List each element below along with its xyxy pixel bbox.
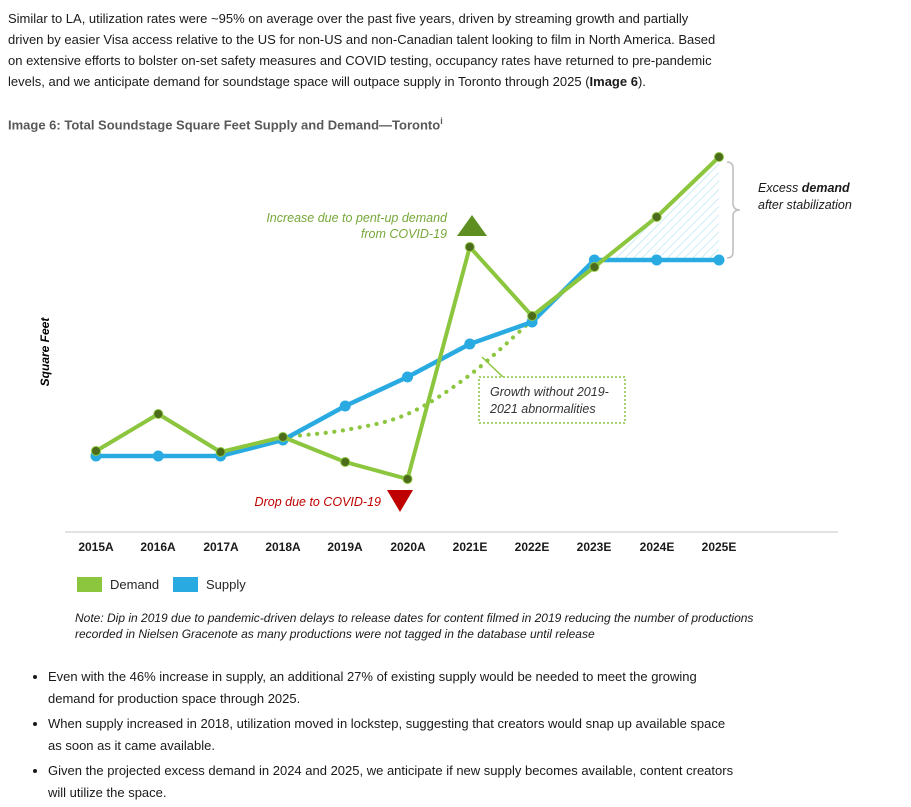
x-tick-2022E: 2022E (515, 540, 550, 554)
growth-callout-line2: 2021 abnormalities (489, 402, 596, 416)
growth-callout-box (478, 376, 626, 424)
x-tick-2025E: 2025E (702, 540, 737, 554)
excess-bracket (726, 161, 741, 259)
excess-demand-hatched-area (603, 157, 719, 260)
pent-up-annotation-line1: Increase due to pent-up demand (266, 211, 448, 225)
callout-leader-line (481, 356, 505, 379)
drop-annotation: Drop due to COVID-19 (255, 495, 381, 509)
intro-text: Similar to LA, utilization rates were ~9… (8, 11, 716, 68)
bullet-item: Even with the 46% increase in supply, an… (48, 666, 902, 710)
x-tick-2020A: 2020A (390, 540, 426, 554)
intro-text-line4: levels, and we anticipate demand for sou… (8, 74, 590, 89)
excess-annotation-line2: after stabilization (758, 198, 852, 212)
x-tick-2017A: 2017A (203, 540, 239, 554)
x-tick-2015A: 2015A (78, 540, 114, 554)
x-tick-2018A: 2018A (265, 540, 301, 554)
down-arrow-icon (387, 490, 413, 512)
y-axis-label: Square Feet (38, 317, 52, 387)
up-arrow-icon (457, 215, 487, 236)
bullet-item: When supply increased in 2018, utilizati… (48, 713, 902, 757)
legend-supply-swatch (173, 577, 198, 592)
pent-up-annotation-line2: from COVID-19 (361, 227, 447, 241)
intro-text-end: ). (637, 74, 646, 89)
x-tick-2024E: 2024E (640, 540, 675, 554)
dotted-trend-line (280, 317, 535, 440)
footnote-marker: i (440, 116, 443, 126)
x-tick-2023E: 2023E (577, 540, 612, 554)
x-tick-2021E: 2021E (453, 540, 488, 554)
legend-supply-label: Supply (206, 577, 246, 592)
intro-paragraph: Similar to LA, utilization rates were ~9… (8, 8, 911, 92)
chart-note: Note: Dip in 2019 due to pandemic-driven… (75, 611, 754, 641)
intro-bold-image-ref: Image 6 (589, 74, 638, 89)
figure-title: Image 6: Total Soundstage Square Feet Su… (8, 116, 443, 133)
bullet-item: Given the projected excess demand in 202… (48, 760, 902, 804)
x-tick-2016A: 2016A (140, 540, 176, 554)
x-tick-2019A: 2019A (327, 540, 363, 554)
excess-annotation-line1: Excess demand (758, 181, 850, 195)
demand-line (91, 152, 724, 484)
legend-demand-label: Demand (110, 577, 159, 592)
summary-bullets: Even with the 46% increase in supply, an… (24, 666, 902, 807)
growth-callout-line1: Growth without 2019- (490, 385, 609, 399)
legend-demand-swatch (77, 577, 102, 592)
